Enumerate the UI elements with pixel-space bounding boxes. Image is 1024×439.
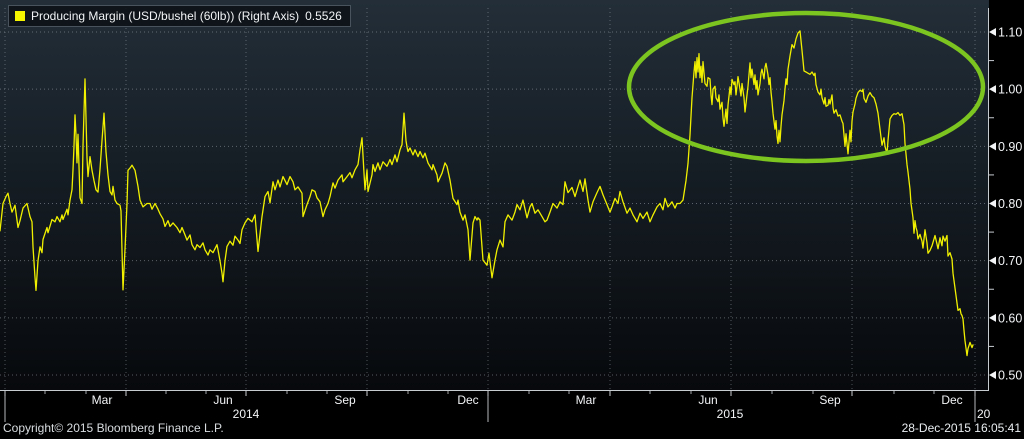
x-month-label: Jun bbox=[698, 393, 717, 407]
x-month-label: Mar bbox=[92, 393, 113, 407]
x-month-label: Sep bbox=[819, 393, 841, 407]
y-tick-arrow-icon bbox=[989, 313, 996, 322]
timestamp-text: 28-Dec-2015 16:05:41 bbox=[901, 421, 1021, 435]
y-tick-label: 0.80 bbox=[998, 197, 1022, 211]
series-line bbox=[0, 30, 974, 357]
x-year-label: 2014 bbox=[233, 407, 260, 421]
plot-background bbox=[0, 0, 989, 390]
y-tick-label: 0.70 bbox=[998, 254, 1022, 268]
y-tick-arrow-icon bbox=[989, 142, 996, 151]
series-legend[interactable]: Producing Margin (USD/bushel (60lb)) (Ri… bbox=[8, 5, 351, 27]
x-month-label: Jun bbox=[213, 393, 232, 407]
y-tick-arrow-icon bbox=[989, 28, 996, 36]
x-month-label: Sep bbox=[334, 393, 356, 407]
y-tick-arrow-icon bbox=[989, 371, 996, 380]
x-year-label: 2015 bbox=[717, 407, 744, 421]
series-last-value: 0.5526 bbox=[305, 9, 342, 23]
x-month-label: Dec bbox=[941, 393, 962, 407]
y-tick-label: 1.00 bbox=[998, 83, 1022, 97]
series-swatch-icon bbox=[15, 11, 25, 21]
y-tick-label: 0.60 bbox=[998, 311, 1022, 325]
x-year-label: 20 bbox=[977, 407, 991, 421]
y-tick-label: 0.90 bbox=[998, 140, 1022, 154]
x-month-label: Mar bbox=[576, 393, 597, 407]
series-legend-label: Producing Margin (USD/bushel (60lb)) (Ri… bbox=[31, 9, 300, 23]
y-tick-arrow-icon bbox=[989, 256, 996, 265]
x-month-label: Dec bbox=[457, 393, 478, 407]
annotation-ellipse bbox=[626, 10, 986, 164]
y-tick-arrow-icon bbox=[989, 199, 996, 208]
y-tick-label: 1.10 bbox=[998, 26, 1022, 40]
y-tick-label: 0.50 bbox=[998, 369, 1022, 383]
y-tick-arrow-icon bbox=[989, 85, 996, 94]
copyright-text: Copyright© 2015 Bloomberg Finance L.P. bbox=[3, 421, 224, 435]
